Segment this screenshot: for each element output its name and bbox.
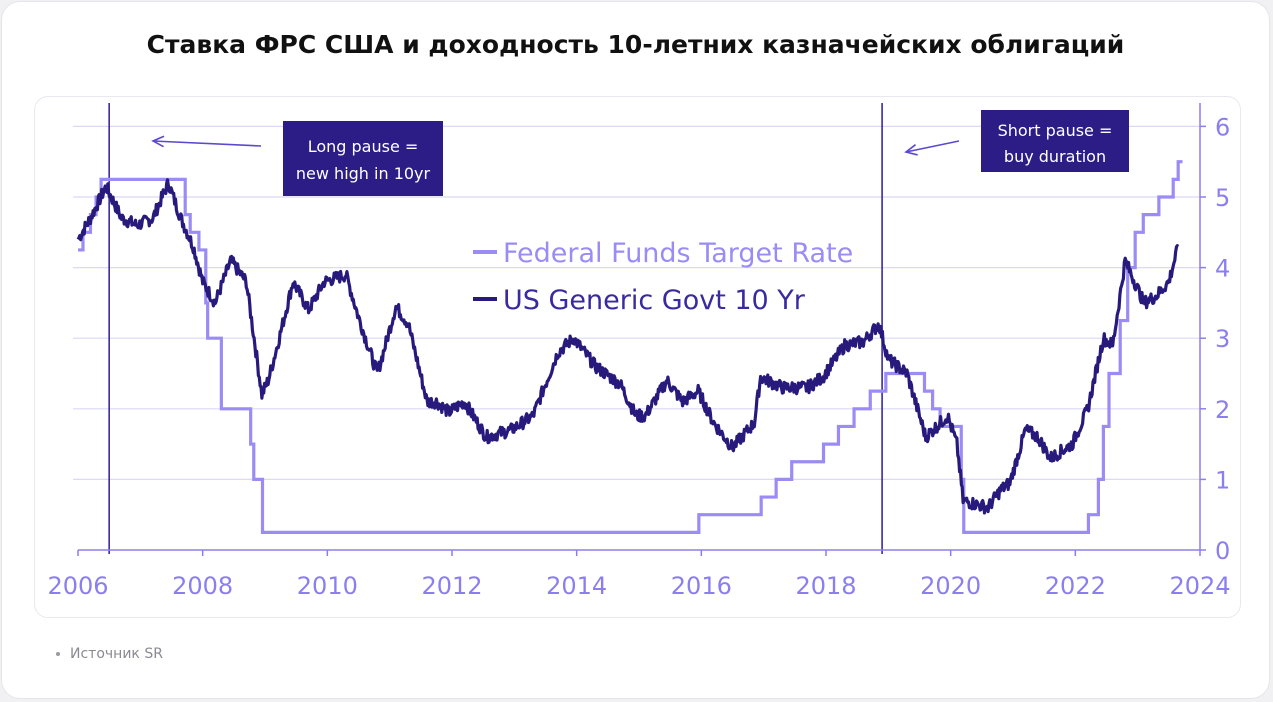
x-tick-label: 2018	[795, 572, 856, 600]
y-tick-label: 3	[1215, 325, 1230, 353]
source-note: Источник SR	[56, 646, 163, 662]
series-federal-funds-line	[78, 160, 1183, 534]
y-tick-label: 2	[1215, 396, 1230, 424]
annotation-arrow-head	[904, 144, 918, 156]
annotation-text: buy duration	[1004, 147, 1106, 166]
x-tick-label: 2020	[920, 572, 981, 600]
annotation-arrow	[152, 140, 262, 147]
y-tick-label: 6	[1215, 113, 1230, 141]
annotation-box	[283, 121, 443, 196]
chart: 0 1 2 3 4 5 6 2006 2008 2010 2012 2014 2016 2018 2020 2…	[47, 103, 1231, 600]
page-title: Ставка ФРС США и доходность 10-летних ка…	[146, 30, 1125, 59]
x-tick-label: 2016	[671, 572, 732, 600]
x-tick-label: 2014	[546, 572, 607, 600]
x-tick-label: 2022	[1045, 572, 1106, 600]
annotation-arrow-head	[151, 135, 165, 148]
bullet-dot	[56, 652, 60, 656]
legend-label-fed: Federal Funds Target Rate	[503, 238, 853, 269]
chart-frame: 0 1 2 3 4 5 6 2006 2008 2010 2012 2014 2016 2018 2020 2…	[34, 96, 1241, 618]
y-tick-label: 4	[1215, 255, 1230, 283]
source-text: Источник SR	[70, 646, 163, 662]
x-tick-label: 2024	[1169, 572, 1230, 600]
annotation-box	[981, 110, 1129, 172]
annotation-arrow	[905, 140, 960, 153]
x-tick-label: 2012	[421, 572, 482, 600]
y-tick-label: 5	[1215, 184, 1230, 212]
legend-label-govt: US Generic Govt 10 Yr	[503, 285, 806, 316]
y-tick-label: 0	[1215, 537, 1230, 565]
annotation-text: Short pause =	[998, 121, 1113, 140]
x-tick-label: 2010	[297, 572, 358, 600]
y-tick-label: 1	[1215, 466, 1230, 494]
annotation-text: Long pause =	[308, 137, 419, 156]
x-tick-label: 2008	[172, 572, 233, 600]
annotation-text: new high in 10yr	[296, 164, 431, 183]
series-govt-10yr-line	[76, 178, 1180, 515]
x-tick-label: 2006	[47, 572, 108, 600]
